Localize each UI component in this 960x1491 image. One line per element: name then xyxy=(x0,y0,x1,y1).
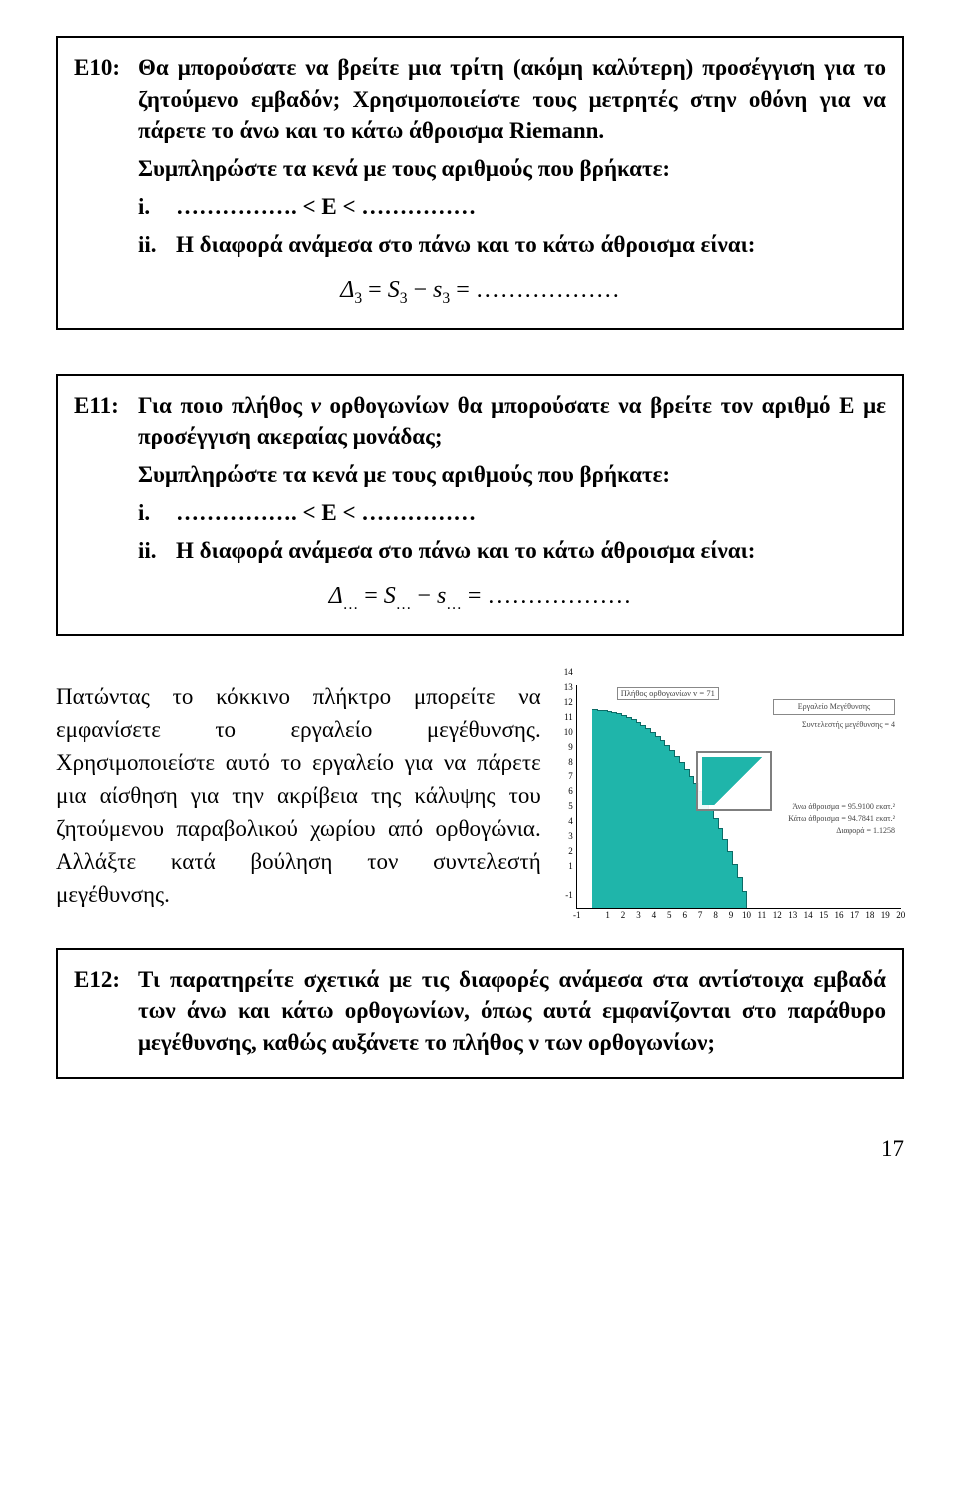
question-box-e11: Ε11: Για ποιο πλήθος ν ορθογωνίων θα μπο… xyxy=(56,374,904,636)
e11-formula: Δ… = S… − s… = ……………… xyxy=(74,580,886,615)
e10-ii-label: ii. xyxy=(138,229,176,261)
e11-block: Ε11: Για ποιο πλήθος ν ορθογωνίων θα μπο… xyxy=(74,390,886,453)
e10-smalls: s3 xyxy=(433,277,450,303)
e10-text: Θα μπορούσατε να βρείτε μια τρίτη (ακόμη… xyxy=(138,52,886,147)
e10-ii-row: ii. Η διαφορά ανάμεσα στο πάνω και το κά… xyxy=(138,229,886,261)
e12-label: Ε12: xyxy=(74,964,138,996)
e11-ii-row: ii. Η διαφορά ανάμεσα στο πάνω και το κά… xyxy=(138,535,886,567)
mag-bot-sum: Κάτω άθροισμα = 94.7841 εκατ.² xyxy=(788,813,895,824)
e11-ii-text: Η διαφορά ανάμεσα στο πάνω και το κάτω ά… xyxy=(176,535,755,567)
e10-block: Ε10: Θα μπορούσατε να βρείτε μια τρίτη (… xyxy=(74,52,886,147)
mag-top-sum: Άνω άθροισμα = 95.9100 εκατ.² xyxy=(792,801,895,812)
e10-label: Ε10: xyxy=(74,52,138,84)
mag-coef: Συντελεστής μεγέθυνσης = 4 xyxy=(802,719,895,730)
e11-ii-label: ii. xyxy=(138,535,176,567)
question-box-e12: Ε12: Τι παρατηρείτε σχετικά με τις διαφο… xyxy=(56,948,904,1079)
e11-i-text: ……………. < Ε < …………… xyxy=(176,497,476,529)
chart-area: Πλήθος ορθογωνίων v = 71 Εργαλείο Μεγέθυ… xyxy=(576,685,901,909)
e10-i-row: i. ……………. < Ε < …………… xyxy=(138,191,886,223)
nu-label: Πλήθος ορθογωνίων v = 71 xyxy=(617,687,719,701)
e10-formula: Δ3 = S3 − s3 = ……………… xyxy=(74,274,886,309)
mag-diff: Διαφορά = 1.1258 xyxy=(836,825,895,836)
e10-i-label: i. xyxy=(138,191,176,223)
e11-label: Ε11: xyxy=(74,390,138,422)
page-number: 17 xyxy=(56,1115,904,1165)
e11-i-label: i. xyxy=(138,497,176,529)
chart-figure: Πλήθος ορθογωνίων v = 71 Εργαλείο Μεγέθυ… xyxy=(551,680,904,938)
e11-text: Για ποιο πλήθος ν ορθογωνίων θα μπορούσα… xyxy=(138,390,886,453)
e11-delta: Δ… xyxy=(329,583,359,609)
e11-bigS: S… xyxy=(384,583,412,609)
e11-i-row: i. ……………. < Ε < …………… xyxy=(138,497,886,529)
e10-delta: Δ3 xyxy=(340,277,362,303)
e11-smalls: s… xyxy=(437,583,462,609)
e10-ii-text: Η διαφορά ανάμεσα στο πάνω και το κάτω ά… xyxy=(176,229,755,261)
e12-block: Ε12: Τι παρατηρείτε σχετικά με τις διαφο… xyxy=(74,964,886,1059)
middle-section: Πατώντας το κόκκινο πλήκτρο μπορείτε να … xyxy=(56,680,904,938)
e12-text: Τι παρατηρείτε σχετικά με τις διαφορές α… xyxy=(138,964,886,1059)
mag-title: Εργαλείο Μεγέθυνσης xyxy=(773,699,895,715)
e10-i-text: ……………. < Ε < …………… xyxy=(176,191,476,223)
e10-fill-line: Συμπληρώστε τα κενά με τους αριθμούς που… xyxy=(138,153,886,185)
question-box-e10: Ε10: Θα μπορούσατε να βρείτε μια τρίτη (… xyxy=(56,36,904,330)
e11-fill-line: Συμπληρώστε τα κενά με τους αριθμούς που… xyxy=(138,459,886,491)
middle-paragraph: Πατώντας το κόκκινο πλήκτρο μπορείτε να … xyxy=(56,680,551,912)
e10-bigS: S3 xyxy=(388,277,408,303)
